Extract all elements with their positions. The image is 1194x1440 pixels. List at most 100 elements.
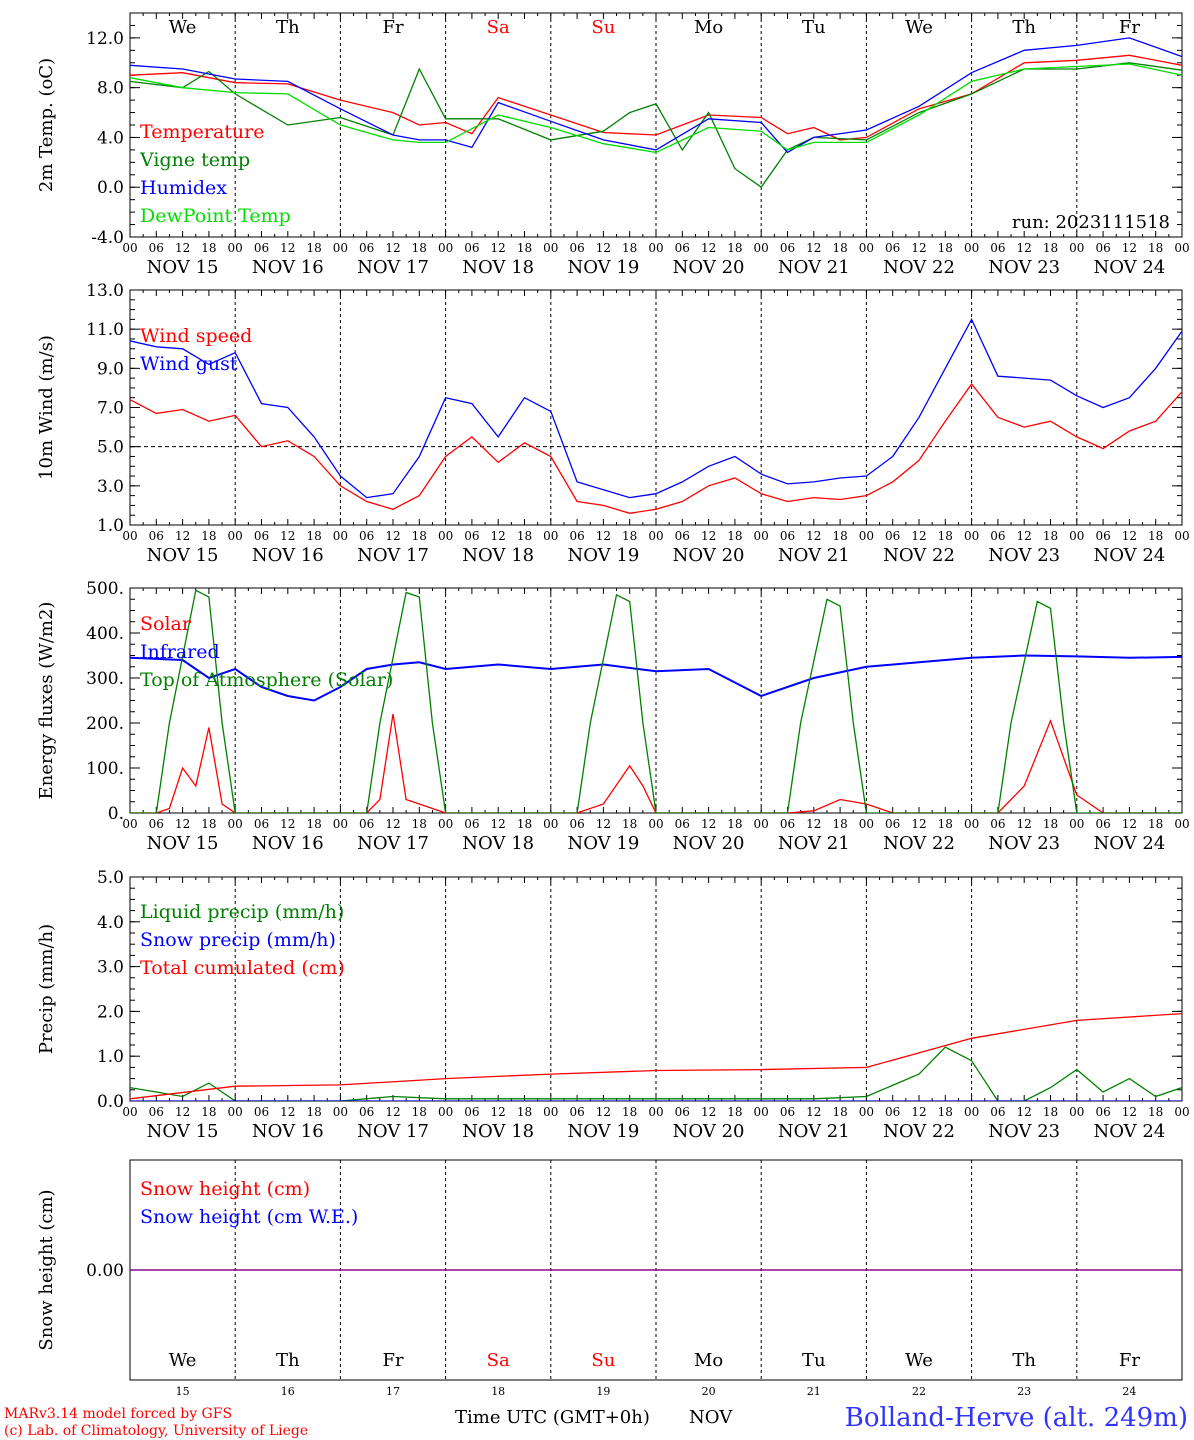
hour-label: 00 (333, 1105, 348, 1119)
legend-entry: Temperature (140, 121, 264, 143)
hour-label: 00 (648, 1105, 663, 1119)
y-tick-label: 13.0 (86, 281, 124, 301)
hour-label: 12 (1017, 529, 1032, 543)
hour-label: 06 (780, 529, 795, 543)
hour-label: 12 (911, 529, 926, 543)
hour-label: 00 (333, 529, 348, 543)
series-line (130, 63, 1182, 154)
hour-label: 18 (412, 817, 427, 831)
hour-label: 06 (990, 529, 1005, 543)
station-label: Bolland-Herve (alt. 249m) (845, 1403, 1188, 1433)
date-label: NOV 21 (778, 257, 850, 278)
hour-label: 06 (149, 817, 164, 831)
hour-label: 18 (306, 241, 321, 255)
hour-label: 06 (359, 1105, 374, 1119)
hour-label: 06 (990, 1105, 1005, 1119)
hour-label: 00 (964, 241, 979, 255)
hour-label: 00 (438, 241, 453, 255)
hour-label: 12 (806, 529, 821, 543)
date-label: NOV 18 (462, 833, 534, 854)
hour-label: 06 (885, 529, 900, 543)
hour-label: 12 (280, 241, 295, 255)
panel-1: 00 06 12 18 00 06 12 18 00 06 12 18 00 06 12 18 00 06 12 18… (36, 12, 1190, 278)
hour-label: 00 (1174, 1105, 1189, 1119)
day-of-month-label: 16 (281, 1385, 295, 1398)
hour-label: 18 (832, 1105, 847, 1119)
hour-label: 18 (1148, 1105, 1163, 1119)
hour-label: 06 (464, 1105, 479, 1119)
hour-label: 12 (701, 817, 716, 831)
hour-label: 00 (754, 1105, 769, 1119)
hour-label: 18 (306, 817, 321, 831)
hour-label: 18 (201, 817, 216, 831)
hour-label: 00 (1174, 241, 1189, 255)
hour-label: 12 (911, 1105, 926, 1119)
hour-label: 00 (1069, 817, 1084, 831)
date-label: NOV 15 (147, 545, 219, 566)
day-of-month-label: 23 (1017, 1385, 1031, 1398)
hour-label: 18 (1043, 817, 1058, 831)
hour-label: 12 (596, 241, 611, 255)
hour-label: 06 (149, 241, 164, 255)
hour-label: 00 (122, 529, 137, 543)
series-line (130, 54, 1182, 141)
hour-label: 00 (754, 241, 769, 255)
date-label: NOV 19 (567, 1121, 639, 1142)
date-label: NOV 23 (988, 833, 1060, 854)
hour-label: 12 (1122, 1105, 1137, 1119)
hour-label: 06 (149, 1105, 164, 1119)
hour-label: 00 (122, 817, 137, 831)
hour-label: 12 (280, 1105, 295, 1119)
date-label: NOV 20 (673, 1121, 745, 1142)
hour-label: 00 (1069, 241, 1084, 255)
weekday-label: Th (1012, 1350, 1036, 1371)
date-label: NOV 19 (567, 545, 639, 566)
hour-label: 06 (464, 241, 479, 255)
hour-label: 06 (990, 241, 1005, 255)
hour-label: 18 (1043, 241, 1058, 255)
hour-label: 18 (622, 529, 637, 543)
hour-label: 18 (938, 529, 953, 543)
hour-label: 12 (491, 817, 506, 831)
series-line (130, 713, 1182, 813)
day-of-month-label: 21 (807, 1385, 821, 1398)
hour-label: 06 (1095, 1105, 1110, 1119)
date-label: NOV 16 (252, 545, 324, 566)
hour-label: 12 (596, 529, 611, 543)
hour-label: 12 (491, 529, 506, 543)
day-of-month-label: 24 (1122, 1385, 1136, 1398)
panel-2: 00 06 12 18 00 06 12 18 00 06 12 18 00 06 12 18 00 06 12 18… (36, 281, 1190, 566)
hour-label: 00 (543, 241, 558, 255)
hour-label: 18 (517, 817, 532, 831)
date-label: NOV 20 (673, 545, 745, 566)
weekday-label: Mo (694, 17, 723, 38)
hour-label: 12 (1122, 817, 1137, 831)
hour-label: 06 (464, 529, 479, 543)
date-label: NOV 15 (147, 257, 219, 278)
series-line (130, 654, 1182, 702)
hour-label: 18 (727, 529, 742, 543)
panel-3: 00 06 12 18 00 06 12 18 00 06 12 18 00 06 12 18 00 06 12 18… (36, 579, 1190, 854)
legend-entry: Solar (140, 613, 192, 635)
day-of-month-label: 22 (912, 1385, 926, 1398)
hour-label: 12 (701, 1105, 716, 1119)
date-label: NOV 15 (147, 833, 219, 854)
hour-label: 00 (754, 529, 769, 543)
hour-label: 06 (780, 241, 795, 255)
y-tick-label: 9.0 (97, 359, 124, 379)
y-tick-label: 3.0 (97, 477, 124, 497)
y-tick-label: 8.0 (97, 79, 124, 99)
y-axis-label: Snow height (cm) (36, 1189, 57, 1350)
hour-label: 00 (648, 529, 663, 543)
panel-4: 00 06 12 18 00 06 12 18 00 06 12 18 00 06 12 18 00 06 12 18… (36, 868, 1190, 1142)
hour-label: 00 (438, 529, 453, 543)
weekday-label: Su (591, 17, 615, 38)
hour-label: 06 (569, 817, 584, 831)
hour-label: 18 (1148, 817, 1163, 831)
y-axis-label: Precip (mm/h) (36, 924, 57, 1054)
hour-label: 18 (832, 529, 847, 543)
hour-label: 00 (543, 1105, 558, 1119)
date-label: NOV 24 (1093, 1121, 1165, 1142)
hour-label: 06 (1095, 817, 1110, 831)
legend-entry: Top of Atmosphere (Solar) (140, 669, 393, 691)
